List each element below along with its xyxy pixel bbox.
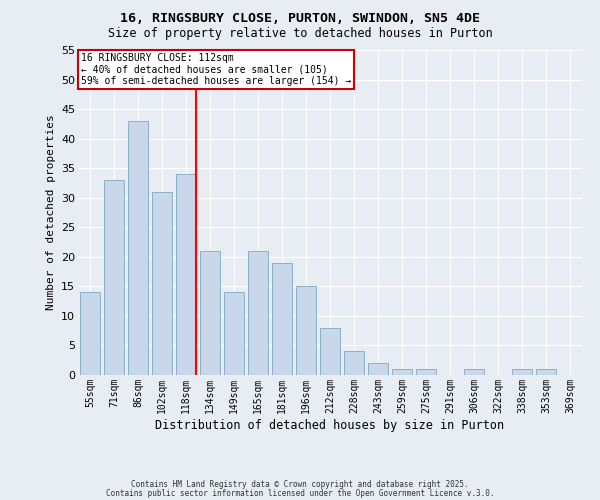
Bar <box>416 369 436 375</box>
X-axis label: Distribution of detached houses by size in Purton: Distribution of detached houses by size … <box>155 418 505 432</box>
Bar <box>80 292 100 375</box>
Bar <box>512 369 532 375</box>
Bar <box>392 369 412 375</box>
Bar <box>296 286 316 375</box>
Text: 16 RINGSBURY CLOSE: 112sqm
← 40% of detached houses are smaller (105)
59% of sem: 16 RINGSBURY CLOSE: 112sqm ← 40% of deta… <box>80 53 351 86</box>
Bar <box>464 369 484 375</box>
Bar <box>248 251 268 375</box>
Bar <box>104 180 124 375</box>
Y-axis label: Number of detached properties: Number of detached properties <box>46 114 56 310</box>
Bar <box>224 292 244 375</box>
Bar <box>368 363 388 375</box>
Text: 16, RINGSBURY CLOSE, PURTON, SWINDON, SN5 4DE: 16, RINGSBURY CLOSE, PURTON, SWINDON, SN… <box>120 12 480 26</box>
Text: Contains HM Land Registry data © Crown copyright and database right 2025.: Contains HM Land Registry data © Crown c… <box>131 480 469 489</box>
Bar <box>176 174 196 375</box>
Text: Contains public sector information licensed under the Open Government Licence v.: Contains public sector information licen… <box>106 488 494 498</box>
Bar <box>200 251 220 375</box>
Bar <box>152 192 172 375</box>
Text: Size of property relative to detached houses in Purton: Size of property relative to detached ho… <box>107 28 493 40</box>
Bar <box>320 328 340 375</box>
Bar <box>536 369 556 375</box>
Bar <box>128 121 148 375</box>
Bar <box>344 352 364 375</box>
Bar <box>272 262 292 375</box>
